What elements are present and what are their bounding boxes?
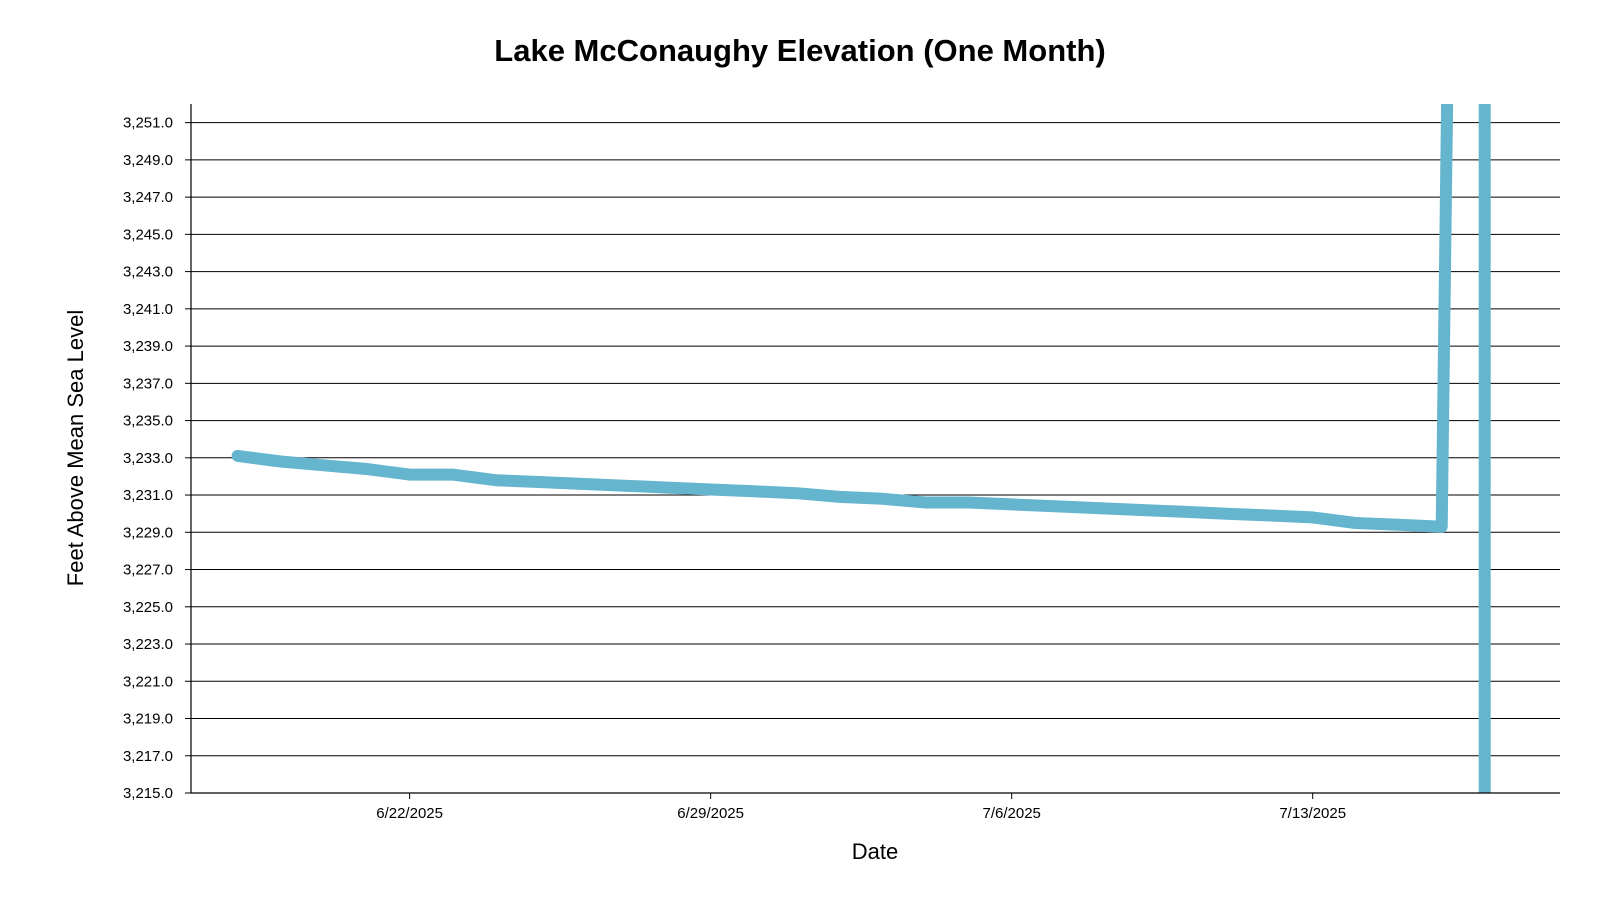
y-tick-label: 3,215.0 <box>123 785 173 802</box>
y-tick-label: 3,225.0 <box>123 599 173 616</box>
y-tick-label: 3,239.0 <box>123 338 173 355</box>
y-tick-label: 3,221.0 <box>123 673 173 690</box>
axes: 3,215.0 3,217.0 3,219.0 3,221.0 3,223.0 3,225… <box>123 104 1560 822</box>
y-tick-label: 3,251.0 <box>123 115 173 132</box>
data-series <box>231 104 1491 793</box>
x-tick-label: 6/22/2025 <box>376 805 443 822</box>
y-tick-label: 3,217.0 <box>123 748 173 765</box>
y-tick-label: 3,219.0 <box>123 711 173 728</box>
y-tick-label: 3,231.0 <box>123 487 173 504</box>
y-tick-label: 3,241.0 <box>123 301 173 318</box>
y-tick-label: 3,245.0 <box>123 226 173 243</box>
y-tick-label: 3,235.0 <box>123 413 173 430</box>
y-tick-label: 3,249.0 <box>123 152 173 169</box>
y-axis-label: Feet Above Mean Sea Level <box>63 310 88 586</box>
x-tick-label: 7/6/2025 <box>982 805 1040 822</box>
gridlines <box>191 122 1560 794</box>
y-tick-label: 3,237.0 <box>123 375 173 392</box>
x-axis-label: Date <box>852 839 898 864</box>
elevation-series-line <box>231 104 1454 533</box>
y-tick-label: 3,243.0 <box>123 264 173 281</box>
y-tick-label: 3,247.0 <box>123 189 173 206</box>
chart-title: Lake McConaughy Elevation (One Month) <box>494 33 1105 68</box>
x-tick-label: 7/13/2025 <box>1279 805 1346 822</box>
y-tick-label: 3,229.0 <box>123 524 173 541</box>
x-tick-label: 6/29/2025 <box>677 805 744 822</box>
y-tick-label: 3,223.0 <box>123 636 173 653</box>
y-tick-label: 3,227.0 <box>123 562 173 579</box>
y-tick-label: 3,233.0 <box>123 450 173 467</box>
